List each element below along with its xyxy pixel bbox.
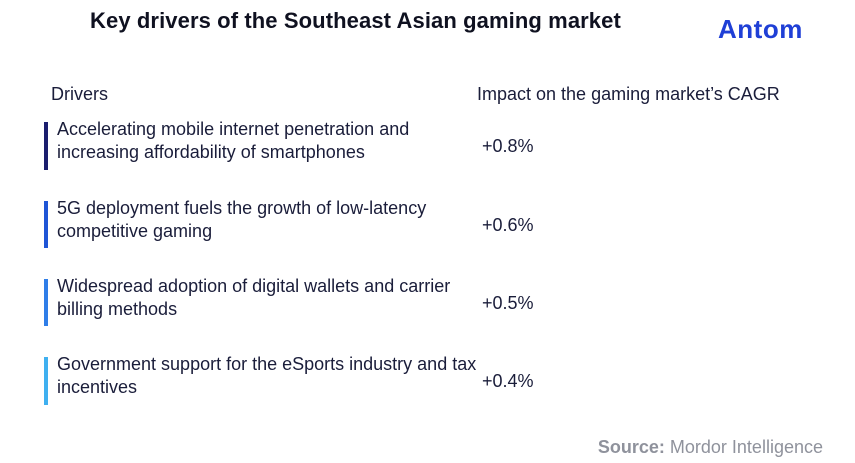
accent-bar (44, 201, 48, 248)
driver-text: 5G deployment fuels the growth of low-la… (57, 198, 427, 241)
drivers-column-header: Drivers (51, 84, 108, 104)
source-value: Mordor Intelligence (669, 437, 823, 457)
accent-bar (44, 357, 48, 405)
source-label: Source: (597, 437, 665, 457)
impact-value: +0.5% (482, 293, 534, 313)
driver-text: Widespread adoption of digital wallets a… (57, 276, 451, 319)
accent-bar (44, 279, 48, 326)
source-note: Source: Mordor Intelligence (598, 437, 823, 458)
page-title: Key drivers of the Southeast Asian gamin… (90, 8, 621, 33)
impact-value: +0.4% (482, 371, 534, 391)
brand-logo: Antom (718, 14, 803, 44)
driver-text: Government support for the eSports indus… (57, 354, 477, 397)
impact-value: +0.6% (482, 215, 534, 235)
impact-column-header: Impact on the gaming market’s CAGR (477, 84, 780, 104)
accent-bar (44, 122, 48, 170)
impact-value: +0.8% (482, 136, 534, 156)
driver-text: Accelerating mobile internet penetration… (57, 119, 410, 162)
